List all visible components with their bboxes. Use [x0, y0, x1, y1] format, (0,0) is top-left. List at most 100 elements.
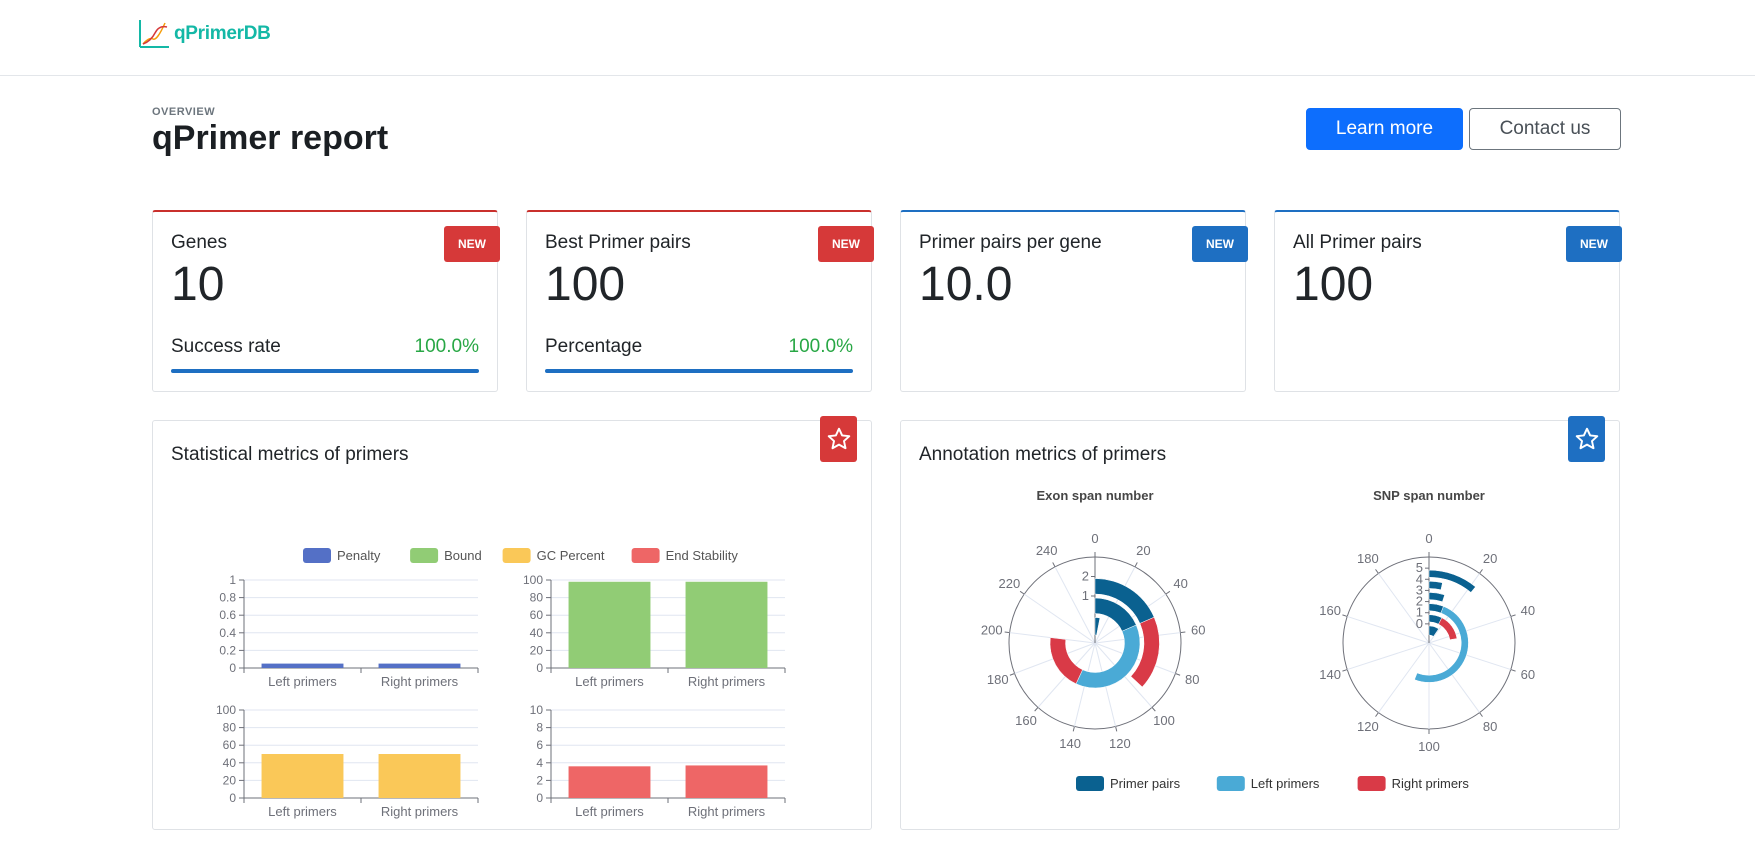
- polar-bar: [1438, 617, 1458, 640]
- x-tick-label: Right primers: [381, 674, 459, 689]
- polar-tick: [1052, 562, 1056, 568]
- y-tick-label: 2: [536, 773, 543, 787]
- y-tick-label: 0: [536, 791, 543, 805]
- learn-more-button[interactable]: Learn more: [1306, 108, 1463, 150]
- annotation-metrics-card: Annotation metrics of primers Exon span …: [900, 416, 1620, 830]
- x-tick-label: Left primers: [575, 674, 644, 689]
- legend-label: Right primers: [1392, 776, 1470, 791]
- radial-tick-label: 5: [1416, 560, 1423, 575]
- progress-bar-fill: [545, 369, 853, 373]
- x-tick-label: Left primers: [575, 804, 644, 819]
- y-tick-label: 0: [536, 661, 543, 675]
- bar: [685, 581, 768, 668]
- angle-tick-label: 60: [1191, 622, 1205, 637]
- progress-bar: [171, 369, 479, 373]
- polar-tick: [1342, 614, 1348, 617]
- app-logo[interactable]: qPrimerDB: [137, 17, 271, 51]
- angle-tick-label: 100: [1153, 713, 1175, 728]
- legend-swatch: [303, 548, 331, 563]
- new-badge: NEW: [1192, 226, 1248, 262]
- y-tick-label: 100: [216, 703, 236, 717]
- polar-tick: [1009, 673, 1015, 676]
- page-title: qPrimer report: [152, 119, 389, 157]
- x-tick-label: Right primers: [688, 804, 766, 819]
- angle-tick-label: 20: [1483, 551, 1497, 566]
- logo-text: qPrimerDB: [174, 23, 271, 44]
- polar-split-line: [1054, 566, 1096, 644]
- y-tick-label: 20: [223, 773, 237, 787]
- polar-tick: [1165, 590, 1171, 595]
- legend-swatch: [502, 548, 531, 563]
- bar: [685, 765, 768, 798]
- y-tick-label: 60: [223, 738, 237, 752]
- radial-tick-label: 0: [1416, 616, 1423, 631]
- angle-tick-label: 120: [1357, 719, 1379, 734]
- stat-sub-label: Percentage: [545, 336, 643, 357]
- bar: [568, 766, 651, 798]
- angle-tick-label: 200: [981, 622, 1003, 637]
- x-tick-label: Left primers: [268, 804, 337, 819]
- progress-bar-fill: [171, 369, 479, 373]
- legend-swatch: [631, 548, 660, 563]
- star-icon[interactable]: [820, 416, 857, 462]
- angle-tick-label: 180: [987, 672, 1009, 687]
- polar-split-line: [1428, 615, 1511, 644]
- polar-bar: [1428, 569, 1476, 593]
- progress-bar: [545, 369, 853, 373]
- stat-label: All Primer pairs: [1293, 232, 1422, 253]
- polar-tick: [1134, 562, 1138, 568]
- bar: [261, 663, 344, 668]
- angle-tick-label: 20: [1136, 543, 1150, 558]
- y-tick-label: 100: [523, 573, 543, 587]
- radial-tick-label: 2: [1082, 569, 1089, 584]
- polar-tick: [1151, 707, 1156, 712]
- legend-swatch: [1076, 776, 1104, 791]
- stat-card-best-primer-pairs: Best Primer pairs 100 NEW Percentage 100…: [526, 210, 874, 392]
- angle-tick-label: 140: [1059, 736, 1081, 751]
- polar-bar: [1428, 592, 1445, 603]
- legend-label: Penalty: [337, 548, 381, 563]
- y-tick-label: 80: [530, 591, 544, 605]
- x-tick-label: Left primers: [268, 674, 337, 689]
- stat-card-genes: Genes 10 NEW Success rate 100.0%: [152, 210, 500, 392]
- angle-tick-label: 120: [1109, 736, 1131, 751]
- new-badge: NEW: [444, 226, 500, 262]
- y-tick-label: 1: [229, 573, 236, 587]
- bar: [378, 754, 461, 798]
- stat-label: Best Primer pairs: [545, 232, 691, 253]
- polar-split-line: [1428, 642, 1480, 713]
- stat-value: 10: [171, 258, 225, 311]
- stat-label: Genes: [171, 232, 227, 253]
- radial-tick-label: 1: [1082, 588, 1089, 603]
- polar-tick: [1019, 590, 1025, 595]
- polar-split-line: [1428, 642, 1511, 671]
- y-tick-label: 10: [530, 703, 544, 717]
- polar-tick: [1115, 726, 1118, 732]
- polar-tick: [1180, 631, 1186, 634]
- angle-tick-label: 140: [1319, 667, 1341, 682]
- y-tick-label: 0: [229, 791, 236, 805]
- legend-label: Primer pairs: [1110, 776, 1181, 791]
- legend-swatch: [1216, 776, 1245, 791]
- y-tick-label: 4: [536, 756, 543, 770]
- y-tick-label: 40: [530, 626, 544, 640]
- polar-bar: [1049, 637, 1083, 685]
- bar: [568, 581, 651, 668]
- legend-swatch: [410, 548, 439, 563]
- star-icon[interactable]: [1568, 416, 1605, 462]
- legend-label: GC Percent: [537, 548, 605, 563]
- angle-tick-label: 240: [1036, 543, 1058, 558]
- y-tick-label: 6: [536, 738, 543, 752]
- polar-bar: [1428, 581, 1443, 591]
- contact-us-button[interactable]: Contact us: [1469, 108, 1621, 150]
- angle-tick-label: 80: [1483, 719, 1497, 734]
- card-title: Annotation metrics of primers: [919, 444, 1167, 465]
- polar-split-line: [1347, 615, 1430, 644]
- angle-tick-label: 0: [1425, 531, 1432, 546]
- angle-tick-label: 0: [1091, 531, 1098, 546]
- stat-card-all-primer-pairs: All Primer pairs 100 NEW: [1274, 210, 1622, 392]
- radial-tick-label: 2: [1416, 594, 1423, 609]
- y-tick-label: 20: [530, 643, 544, 657]
- annotation-metrics-chart: Exon span number020406080100120140160180…: [981, 488, 1535, 791]
- angle-tick-label: 60: [1521, 667, 1535, 682]
